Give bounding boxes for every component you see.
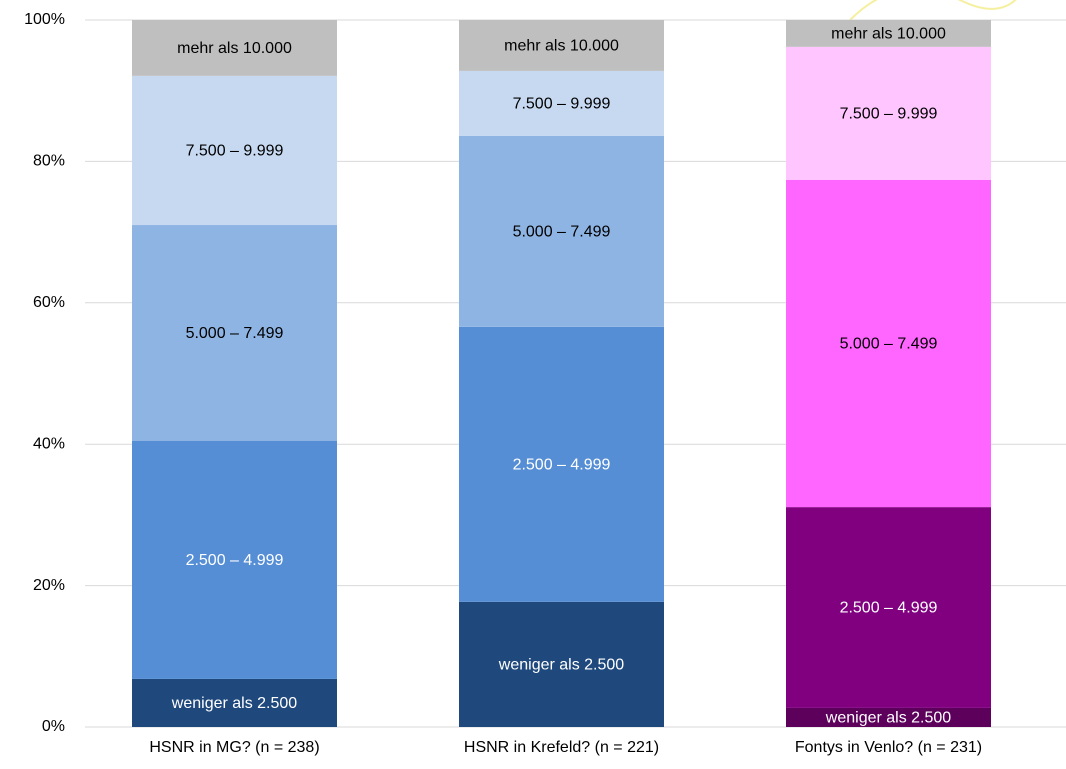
bar-segment	[459, 70, 664, 136]
bar-segment	[132, 20, 337, 76]
bar-segment	[132, 75, 337, 226]
x-tick-label: HSNR in MG? (n = 238)	[149, 739, 319, 756]
bar-segment	[132, 225, 337, 441]
segment-label: weniger als 2.500	[171, 695, 298, 712]
bar-segment	[786, 20, 991, 47]
segment-label: 5.000 – 7.499	[513, 224, 611, 241]
segment-label: mehr als 10.000	[177, 40, 292, 57]
segment-label: weniger als 2.500	[498, 657, 625, 674]
bar-segment	[132, 678, 337, 727]
segment-label: 7.500 – 9.999	[840, 106, 938, 123]
bar-segment	[786, 46, 991, 180]
bar-segment	[132, 440, 337, 679]
x-tick-label: Fontys in Venlo? (n = 231)	[795, 739, 982, 756]
bar-segment	[459, 20, 664, 71]
segment-label: 7.500 – 9.999	[186, 143, 284, 160]
segment-label: 7.500 – 9.999	[513, 96, 611, 113]
segment-label: 5.000 – 7.499	[186, 325, 284, 342]
bar-segment	[459, 326, 664, 602]
segment-label: 2.500 – 4.999	[186, 552, 284, 569]
bar-segment	[786, 707, 991, 727]
y-tick-label: 80%	[33, 153, 65, 170]
segment-label: mehr als 10.000	[831, 26, 946, 43]
segment-label: 2.500 – 4.999	[513, 457, 611, 474]
bar-segment	[459, 135, 664, 327]
y-tick-label: 40%	[33, 435, 65, 452]
segment-label: mehr als 10.000	[504, 38, 619, 55]
y-tick-label: 60%	[33, 294, 65, 311]
segment-label: 5.000 – 7.499	[840, 336, 938, 353]
y-tick-label: 20%	[33, 577, 65, 594]
bar-segment	[786, 179, 991, 508]
bar-segment	[786, 507, 991, 708]
bar-segment	[459, 601, 664, 727]
x-tick-label: HSNR in Krefeld? (n = 221)	[464, 739, 659, 756]
segment-label: 2.500 – 4.999	[840, 600, 938, 617]
segment-label: weniger als 2.500	[825, 710, 952, 727]
decoration	[849, 0, 1017, 21]
y-tick-label: 100%	[24, 11, 65, 28]
y-tick-label: 0%	[42, 718, 65, 735]
